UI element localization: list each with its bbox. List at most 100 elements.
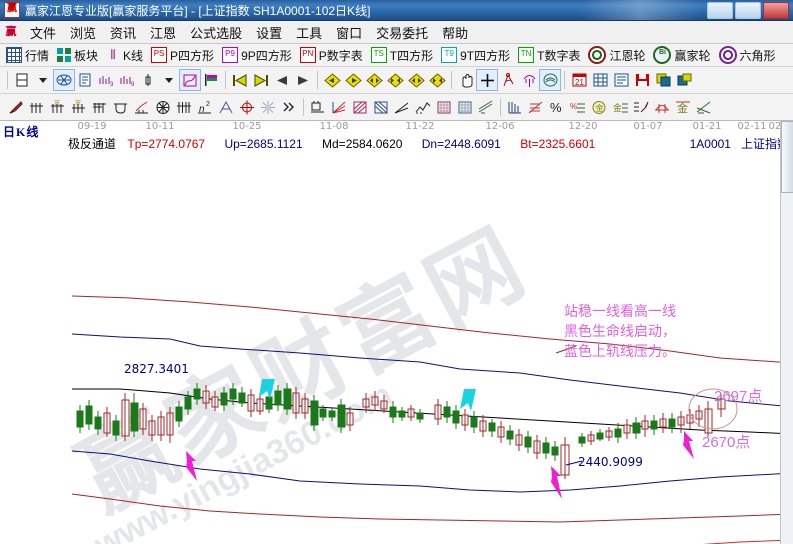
flag-icon[interactable]: [201, 70, 221, 90]
target-icon[interactable]: [237, 97, 257, 117]
last-page-icon[interactable]: [251, 70, 271, 90]
toolbar-button-9p-square[interactable]: P9 9P四方形: [218, 46, 296, 65]
calendar-period-icon[interactable]: [12, 70, 32, 90]
price-chart-canvas[interactable]: [0, 121, 793, 531]
scrollbar-thumb[interactable]: [781, 121, 793, 193]
menu-item-settings[interactable]: 设置: [256, 25, 283, 41]
first-page-icon[interactable]: [230, 70, 250, 90]
candle-icon[interactable]: [138, 70, 158, 90]
menu-item-formula[interactable]: 公式选股: [190, 25, 243, 41]
menu-item-trade[interactable]: 交易委托: [376, 25, 429, 41]
price-label-low: 2440.9099: [578, 455, 643, 469]
toolbar-label: 六角形: [739, 48, 776, 63]
pen-icon[interactable]: [6, 97, 26, 117]
toolbar-button-blocks[interactable]: 板块: [53, 46, 102, 65]
gold-icon[interactable]: 金: [673, 97, 693, 117]
box-hatched-icon[interactable]: [350, 97, 370, 117]
contract-icon[interactable]: [385, 70, 405, 90]
grid-box2-icon[interactable]: [455, 97, 475, 117]
toolbar-button-t-number-table[interactable]: TN T数字表: [514, 46, 584, 65]
gold-fan-icon[interactable]: 金: [48, 97, 68, 117]
menu-item-window[interactable]: 窗口: [336, 25, 363, 41]
fan-icon[interactable]: [90, 97, 110, 117]
menu-item-tools[interactable]: 工具: [296, 25, 323, 41]
svg-text:金: 金: [596, 103, 604, 113]
gold-bar-icon[interactable]: 金: [610, 97, 630, 117]
slope2-icon[interactable]: [694, 97, 714, 117]
menu-item-help[interactable]: 帮助: [442, 25, 469, 41]
chart-area[interactable]: 赢家财富网 www.yingjia360.com QQ:100800360 日K…: [0, 121, 793, 544]
next-icon[interactable]: [293, 70, 313, 90]
overlay-icon[interactable]: [53, 69, 75, 91]
minimize-button[interactable]: [707, 2, 733, 19]
toolbar-button-t-square[interactable]: TS T四方形: [367, 46, 437, 65]
fork-icon[interactable]: [27, 97, 47, 117]
gold-coin-icon[interactable]: 金: [589, 97, 609, 117]
channel-icon[interactable]: [308, 97, 328, 117]
percent-list-icon[interactable]: %: [568, 97, 588, 117]
hand-icon[interactable]: [456, 70, 476, 90]
maximize-button[interactable]: [735, 2, 761, 19]
brain-icon[interactable]: [539, 69, 561, 91]
zoom-left-icon[interactable]: [322, 70, 342, 90]
grid-lines-icon[interactable]: [174, 97, 194, 117]
expand-icon[interactable]: [364, 70, 384, 90]
ladder-icon[interactable]: [505, 97, 525, 117]
crosshair-icon[interactable]: [476, 69, 498, 91]
prev-icon[interactable]: [272, 70, 292, 90]
dots-line-icon[interactable]: [413, 97, 433, 117]
candlestick-series: [76, 383, 726, 479]
angle-icon[interactable]: [216, 97, 236, 117]
more-icon[interactable]: [279, 97, 299, 117]
zoom-right-icon[interactable]: [343, 70, 363, 90]
menu-item-news[interactable]: 资讯: [110, 25, 137, 41]
grid-box-icon[interactable]: [434, 97, 454, 117]
percent-red-icon[interactable]: [526, 97, 546, 117]
compass-icon[interactable]: [498, 70, 518, 90]
candle-dropdown-icon[interactable]: [159, 70, 179, 90]
tree-icon[interactable]: [519, 70, 539, 90]
star-icon[interactable]: [258, 97, 278, 117]
menu-item-gann[interactable]: 江恩: [150, 25, 177, 41]
table-icon[interactable]: [590, 70, 610, 90]
fan-red-icon[interactable]: [329, 97, 349, 117]
toolbar-button-hexagon[interactable]: 六角形: [715, 45, 780, 65]
vertical-scrollbar[interactable]: [780, 121, 793, 544]
window-controls[interactable]: [707, 2, 789, 19]
export-icon[interactable]: [674, 70, 694, 90]
percent-icon[interactable]: %: [547, 97, 567, 117]
copy-icon[interactable]: [653, 70, 673, 90]
toolbar-button-winner-wheel[interactable]: Bi 赢家轮: [649, 45, 714, 65]
kline9-icon[interactable]: 9: [117, 70, 137, 90]
toolbar-button-9t-square[interactable]: T9 9T四方形: [437, 46, 514, 65]
save-icon[interactable]: [632, 70, 652, 90]
volume-chart-canvas[interactable]: [0, 534, 793, 544]
toolbar-button-p-square[interactable]: PS P四方形: [147, 46, 218, 65]
menu-item-file[interactable]: 文件: [30, 25, 57, 41]
pattern-icon[interactable]: [179, 69, 201, 91]
report-icon[interactable]: [75, 70, 95, 90]
box-hatched2-icon[interactable]: [371, 97, 391, 117]
close-button[interactable]: [763, 2, 789, 19]
toolbar-button-p-number-table[interactable]: PN P数字表: [296, 46, 367, 65]
calendar21-icon[interactable]: 21: [569, 70, 589, 90]
toolbar-label: T四方形: [389, 48, 434, 63]
toolbar-button-kline[interactable]: ⫼ K线: [102, 46, 147, 65]
circle-grid-icon[interactable]: [153, 97, 173, 117]
slope-icon[interactable]: [476, 97, 496, 117]
contract2-icon[interactable]: [427, 70, 447, 90]
expand2-icon[interactable]: [406, 70, 426, 90]
toolbar-button-gann-wheel[interactable]: 江恩轮: [584, 45, 649, 65]
gold-fan2-icon[interactable]: 金: [69, 97, 89, 117]
angle-line-icon[interactable]: [392, 97, 412, 117]
list-icon[interactable]: [611, 70, 631, 90]
period-dropdown-icon[interactable]: [33, 70, 53, 90]
kline3-icon[interactable]: 3: [96, 70, 116, 90]
spiral-icon[interactable]: [111, 97, 131, 117]
arrow-draw-icon[interactable]: [132, 97, 152, 117]
toolbar-button-quotes[interactable]: 行情: [2, 46, 53, 65]
arc-icon[interactable]: [652, 97, 672, 117]
menu-item-browse[interactable]: 浏览: [70, 25, 97, 41]
ink-pen-icon[interactable]: [631, 97, 651, 117]
